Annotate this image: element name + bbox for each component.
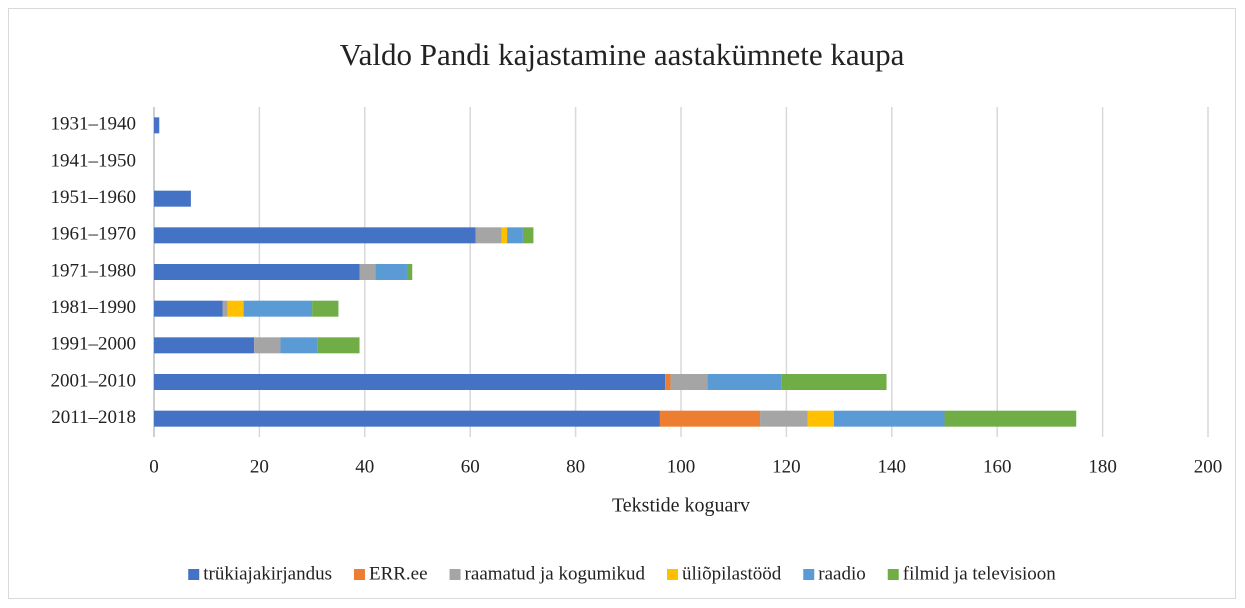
y-tick-label: 1971–1980 xyxy=(51,260,137,281)
x-tick-label: 140 xyxy=(878,456,907,477)
y-tick-label: 1951–1960 xyxy=(51,187,137,208)
bar xyxy=(522,227,534,244)
bar xyxy=(317,337,360,354)
y-tick-label: 1981–1990 xyxy=(51,297,137,318)
y-tick-label: 1941–1950 xyxy=(51,150,137,171)
y-tick-label: 1931–1940 xyxy=(51,114,137,135)
bar xyxy=(312,300,339,317)
bar xyxy=(760,410,808,427)
bar xyxy=(222,300,228,317)
bar xyxy=(833,410,945,427)
x-tick-label: 60 xyxy=(461,456,480,477)
bar xyxy=(375,264,407,280)
legend-label: raadio xyxy=(818,563,865,584)
legend-swatch xyxy=(188,569,200,580)
bar xyxy=(707,374,782,390)
legend-label: trükiajakirjandus xyxy=(203,563,332,584)
legend-swatch xyxy=(887,569,899,580)
chart-title: Valdo Pandi kajastamine aastakümnete kau… xyxy=(340,37,905,72)
legend-label: filmid ja televisioon xyxy=(903,563,1057,584)
y-tick-label: 1991–2000 xyxy=(51,334,137,355)
x-tick-label: 160 xyxy=(983,456,1012,477)
x-tick-label: 80 xyxy=(566,456,585,477)
x-tick-label: 40 xyxy=(355,456,374,477)
x-tick-label: 20 xyxy=(250,456,269,477)
y-tick-label: 2001–2010 xyxy=(51,370,137,391)
bar xyxy=(154,190,191,207)
x-tick-label: 180 xyxy=(1088,456,1117,477)
x-axis-label: Tekstide koguarv xyxy=(612,495,750,517)
bar xyxy=(665,374,671,390)
legend-label: ERR.ee xyxy=(369,563,428,584)
legend-label: üliõpilastööd xyxy=(682,563,782,584)
bar xyxy=(243,300,313,317)
legend-swatch xyxy=(803,569,815,580)
bar xyxy=(944,410,1077,427)
bar xyxy=(154,374,666,390)
bar xyxy=(227,300,244,317)
bar xyxy=(475,227,502,244)
bar xyxy=(154,227,476,244)
bar xyxy=(154,410,660,427)
bar xyxy=(154,264,360,280)
bar xyxy=(507,227,523,244)
legend-swatch xyxy=(667,569,679,580)
legend-label: raamatud ja kogumikud xyxy=(465,563,646,584)
bar xyxy=(807,410,834,427)
y-tick-label: 2011–2018 xyxy=(51,407,136,428)
bar xyxy=(670,374,708,390)
legend: trükiajakirjandus ERR.ee raamatud ja kogum… xyxy=(188,563,1056,584)
bar xyxy=(501,227,508,244)
bar xyxy=(406,264,413,280)
x-tick-label: 0 xyxy=(149,456,159,477)
x-tick-label: 200 xyxy=(1194,456,1223,477)
bar xyxy=(154,337,255,354)
legend-swatch xyxy=(353,569,365,580)
legend-swatch xyxy=(449,569,461,580)
bar xyxy=(359,264,376,280)
x-tick-label: 120 xyxy=(772,456,801,477)
bar xyxy=(280,337,318,354)
bar xyxy=(154,117,160,134)
x-tick-label: 100 xyxy=(667,456,696,477)
bar xyxy=(154,300,223,317)
bar xyxy=(659,410,761,427)
y-tick-label: 1961–1970 xyxy=(51,224,137,245)
bar xyxy=(254,337,281,354)
bar xyxy=(781,374,887,390)
